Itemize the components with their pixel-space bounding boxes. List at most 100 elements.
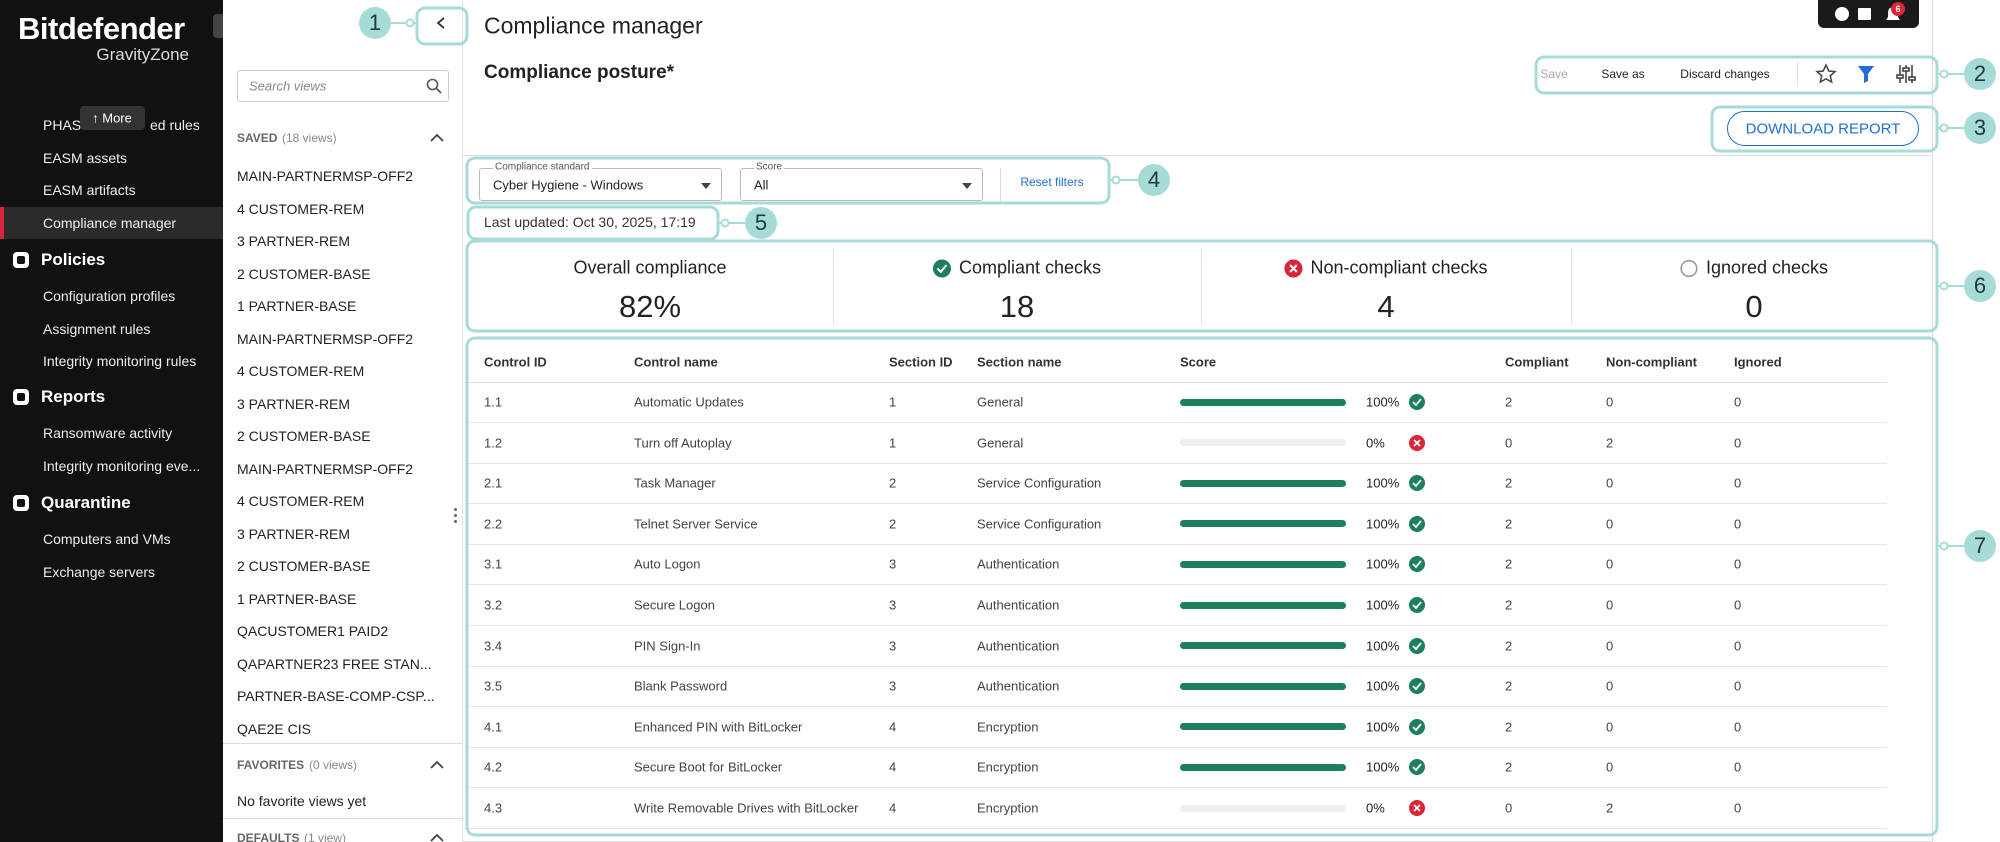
toolbar-icons[interactable] [1814,62,1924,86]
view-item[interactable]: 3 PARTNER-REM [237,526,350,542]
table-cell: 2 [1505,719,1512,734]
table-cell: Service Configuration [977,516,1101,531]
cross-icon [1284,259,1302,277]
score-label: 100% [1366,638,1399,653]
toolbar-button[interactable]: Discard changes [1680,67,1769,81]
column-header[interactable]: Section name [977,355,1062,370]
view-item[interactable]: 4 CUSTOMER-REM [237,493,364,509]
filter-label: Compliance standard [493,162,592,173]
row-divider [467,747,1887,748]
nav-item[interactable]: EASM artifacts [43,182,136,198]
nav-item[interactable]: ed rules [150,117,200,133]
table-cell: General [977,435,1023,450]
reset-filters[interactable]: Reset filters [1020,175,1083,189]
summary-label-text: Compliant checks [959,258,1101,279]
view-item[interactable]: 4 CUSTOMER-REM [237,201,364,217]
summary-label: Compliant checks [933,258,1101,279]
toolbar-button[interactable]: Save [1540,67,1567,81]
view-item[interactable]: 4 CUSTOMER-REM [237,363,364,379]
score-label: 100% [1366,557,1399,572]
download-label[interactable]: DOWNLOAD REPORT [1746,121,1901,138]
row-divider [467,625,1887,626]
table-cell: 0 [1734,557,1741,572]
summary-label: Overall compliance [573,258,726,279]
column-header[interactable]: Control name [634,355,718,370]
column-header[interactable]: Non-compliant [1606,355,1697,370]
view-item[interactable]: QACUSTOMER1 PAID2 [237,623,388,639]
summary-value: 82% [619,289,681,325]
column-header[interactable]: Ignored [1734,355,1782,370]
summary-label: Non-compliant checks [1284,258,1487,279]
view-item[interactable]: QAE2E CIS [237,721,311,737]
nav-item[interactable]: EASM assets [43,150,127,166]
table-cell: 3 [889,679,896,694]
score-bar [1180,683,1346,690]
summary-label-text: Overall compliance [573,258,726,279]
summary-label-text: Non-compliant checks [1310,258,1487,279]
nav-item[interactable]: Exchange servers [43,564,155,580]
chevron-up[interactable] [430,760,444,770]
table-cell: Write Removable Drives with BitLocker [634,801,858,816]
filter-separator [1000,168,1001,201]
nav-item[interactable]: Assignment rules [43,321,150,337]
check-icon [1409,475,1425,491]
filter-value: All [754,178,768,193]
check-icon [933,259,951,277]
table-cell: 4 [889,801,896,816]
table-cell: Encryption [977,801,1038,816]
table-cell: 0 [1734,516,1741,531]
logo: Bitdefender [18,11,185,47]
nav-item[interactable]: Computers and VMs [43,531,171,547]
filter-value: Cyber Hygiene - Windows [493,178,643,193]
column-header[interactable]: Score [1180,355,1216,370]
table-cell: 0 [1606,516,1613,531]
callout-dot [1941,71,1948,78]
nav-item[interactable]: Integrity monitoring eve... [43,458,200,474]
column-header[interactable]: Compliant [1505,355,1569,370]
page-subtitle: Compliance posture* [484,62,674,84]
view-item[interactable]: 2 CUSTOMER-BASE [237,428,371,444]
view-item[interactable]: PARTNER-BASE-COMP-CSP... [237,688,435,704]
table-cell: Secure Boot for BitLocker [634,760,782,775]
column-header[interactable]: Section ID [889,355,953,370]
view-item[interactable]: 2 CUSTOMER-BASE [237,558,371,574]
callout-dot [1941,283,1948,290]
nav-item[interactable]: Compliance manager [43,215,176,231]
filter-field[interactable] [740,168,983,201]
check-icon [1409,678,1425,694]
nav-group-title[interactable]: Quarantine [41,493,131,513]
view-item[interactable]: MAIN-PARTNERMSP-OFF2 [237,168,413,184]
chevron-up[interactable] [430,133,444,143]
table-cell: 0 [1606,679,1613,694]
table-cell: 0 [1734,760,1741,775]
view-item[interactable]: MAIN-PARTNERMSP-OFF2 [237,331,413,347]
table-cell: 0 [1606,395,1613,410]
nav-item[interactable]: PHAS [43,117,81,133]
table-cell: 1 [889,435,896,450]
column-header[interactable]: Control ID [484,355,547,370]
table-cell: 3 [889,598,896,613]
check-icon [1409,719,1425,735]
view-item[interactable]: 1 PARTNER-BASE [237,298,356,314]
table-cell: 2 [1505,760,1512,775]
table-cell: 0 [1734,395,1741,410]
view-item[interactable]: MAIN-PARTNERMSP-OFF2 [237,461,413,477]
nav-group-title[interactable]: Policies [41,250,105,270]
view-item[interactable]: 2 CUSTOMER-BASE [237,266,371,282]
table-cell: 0 [1606,638,1613,653]
nav-item[interactable]: Ransomware activity [43,425,172,441]
view-item[interactable]: 1 PARTNER-BASE [237,591,356,607]
table-cell: 3 [889,557,896,572]
toolbar-button[interactable]: Save as [1601,67,1644,81]
nav-group-title[interactable]: Reports [41,387,105,407]
view-item[interactable]: QAPARTNER23 FREE STAN... [237,656,432,672]
view-item[interactable]: 3 PARTNER-REM [237,396,350,412]
view-item[interactable]: 3 PARTNER-REM [237,233,350,249]
product-name: GravityZone [96,45,189,65]
last-updated: Last updated: Oct 30, 2025, 17:19 [484,214,696,230]
table-cell: 2.1 [484,476,502,491]
chevron-up[interactable] [430,833,444,842]
nav-item[interactable]: Configuration profiles [43,288,175,304]
nav-item[interactable]: Integrity monitoring rules [43,353,196,369]
score-label: 0% [1366,801,1385,816]
